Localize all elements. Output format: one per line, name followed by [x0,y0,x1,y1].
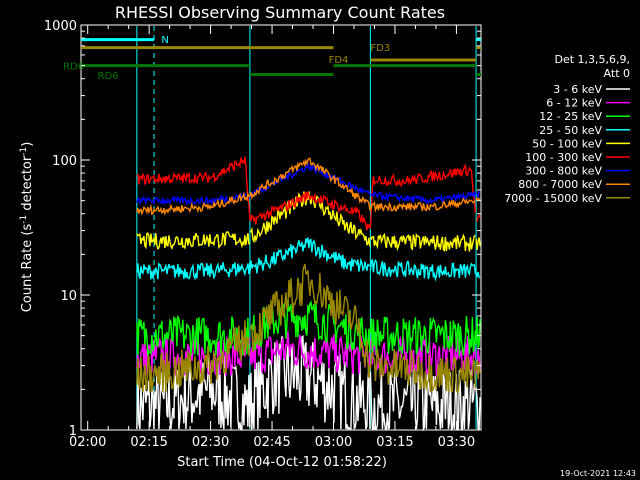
series-line [136,336,251,378]
flag-bars [81,38,481,76]
legend-entry-label: 100 - 300 keV [525,151,602,164]
flag-label: FD3 [370,43,390,54]
plot-area [80,24,482,431]
chart-title: RHESSI Observing Summary Count Rates [115,3,445,22]
series-line [475,271,481,279]
series-line [369,190,477,206]
series-line [249,334,371,431]
legend-entry-label: 25 - 50 keV [539,124,602,137]
series-line [249,263,371,378]
series-line [249,331,371,376]
legend-entry-label: 6 - 12 keV [546,97,602,110]
x-tick-label: 02:45 [253,435,290,450]
series-line [476,214,481,222]
series-line [369,163,477,229]
series-line [136,262,251,281]
legend-entry-label: 3 - 6 keV [553,83,602,96]
y-axis-label: Count Rate (s-1 detector-1) [19,142,35,313]
legend-entry-label: 12 - 25 keV [539,110,602,123]
series-line [475,316,481,349]
x-tick-label: 03:15 [376,435,413,450]
series-line [249,237,371,274]
plot-frame [80,24,482,431]
series-line [369,348,477,394]
footer-timestamp: 19-Oct-2021 12:43 [560,469,636,478]
series-line [369,197,476,213]
legend-header-line-1: Det 1,3,5,6,9, [554,53,630,66]
y-tick-label: 1000 [44,19,77,34]
series-line [249,157,371,211]
x-axis-label: Start Time (04-Oct-12 01:58:22) [177,455,387,470]
flag-label: RD6 [98,71,119,82]
series-line [136,191,251,216]
y-tick-label: 1 [69,424,77,439]
series-line [136,156,251,221]
series-line [475,190,481,198]
flag-labels: N FD3 FD4 RD6 RD6 [63,35,390,82]
series-group [136,156,481,432]
legend-header-line-2: Att 0 [604,67,630,80]
series-line [369,335,477,377]
series-line [369,315,477,356]
legend-entry-label: 7000 - 15000 keV [504,192,602,205]
flag-label: RD6 [63,62,84,73]
y-axis: 1 10 100 1000 [44,19,481,439]
x-tick-label: 02:30 [192,435,229,450]
flag-label: FD4 [329,55,349,66]
series-line [475,196,481,202]
y-tick-label: 100 [52,154,77,169]
series-line [136,320,251,393]
series-line [369,258,477,282]
legend-entry-label: 800 - 7000 keV [518,178,602,191]
x-tick-label: 03:00 [315,435,352,450]
series-line [136,231,251,251]
flag-label: N [161,35,168,46]
y-tick-label: 10 [60,289,77,304]
x-tick-label: 02:00 [69,435,106,450]
series-line [475,387,481,430]
x-axis: 02:00 02:15 02:30 02:45 03:00 03:15 03:30 [69,25,475,450]
series-line [475,349,481,374]
x-tick-label: 02:15 [130,435,167,450]
legend-entry-label: 50 - 100 keV [532,137,602,150]
x-tick-label: 03:30 [438,435,475,450]
series-line [136,354,251,430]
series-line [475,237,481,250]
series-line [369,232,476,253]
series-line [249,191,371,231]
series-line [369,365,477,432]
legend-entry-label: 300 - 800 keV [525,165,602,178]
